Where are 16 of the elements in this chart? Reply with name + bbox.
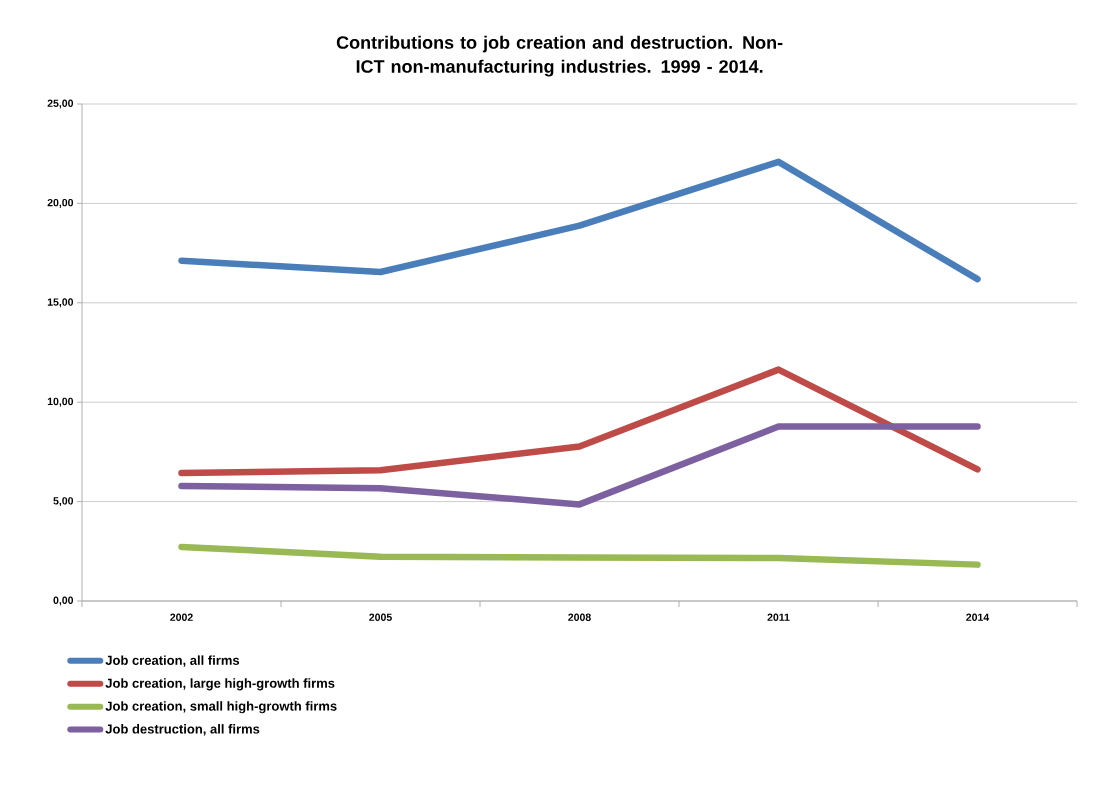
legend-label: Job creation, large high-growth firms xyxy=(105,678,335,691)
legend-label: Job destruction, all firms xyxy=(105,724,260,736)
y-tick-label: 0,00 xyxy=(53,596,74,606)
y-tick-label: 10,00 xyxy=(47,397,74,407)
y-tick-label: 15,00 xyxy=(47,298,74,308)
x-tick-label: 2002 xyxy=(170,613,193,621)
y-tick-label: 20,00 xyxy=(47,198,74,208)
legend-label: Job creation, all firms xyxy=(105,655,240,667)
legend-label: Job creation, small high-growth firms xyxy=(105,701,337,714)
y-tick-label: 5,00 xyxy=(53,497,74,507)
x-tick-label: 2014 xyxy=(966,613,990,621)
x-tick-label: 2005 xyxy=(369,613,392,621)
y-tick-label: 25,00 xyxy=(47,99,74,109)
x-tick-label: 2008 xyxy=(568,613,591,621)
x-tick-label: 2011 xyxy=(767,613,790,621)
chart-title: Contributions to job creation and destruction. Non-ICT non-manufacturing industries. 1999 - 2014. xyxy=(336,35,783,77)
